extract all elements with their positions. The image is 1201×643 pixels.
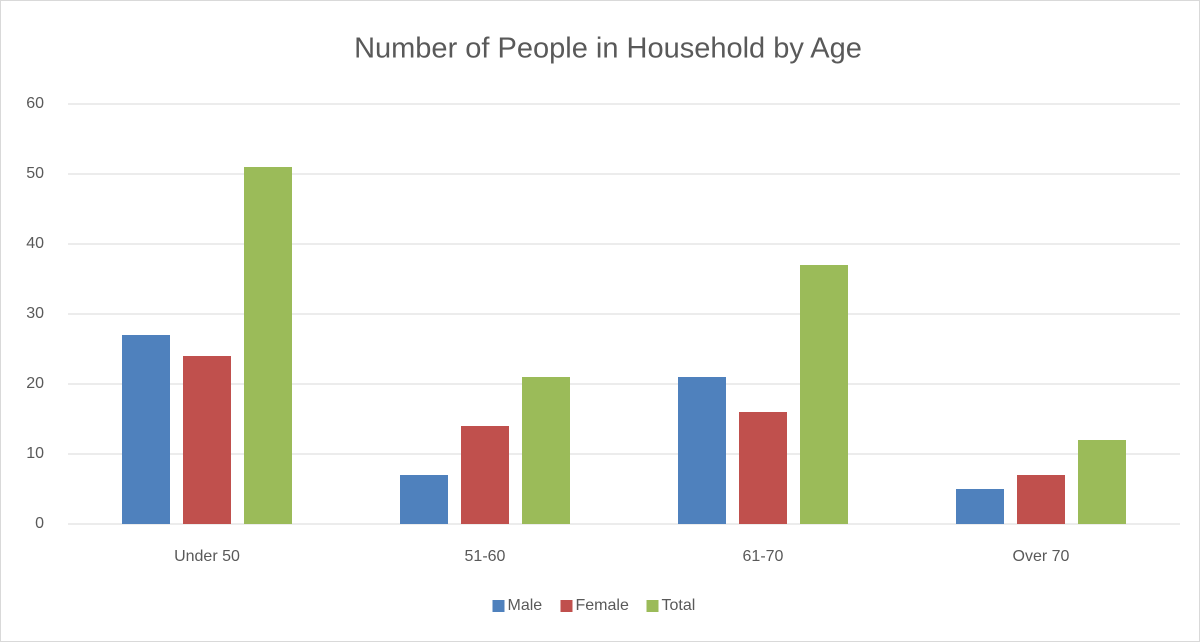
y-tick-label: 30 bbox=[26, 305, 44, 322]
x-tick-label: 51-60 bbox=[465, 548, 506, 565]
legend-label: Female bbox=[576, 597, 629, 614]
bar bbox=[739, 412, 787, 524]
bar bbox=[522, 377, 570, 524]
legend-label: Male bbox=[508, 597, 543, 614]
bar bbox=[678, 377, 726, 524]
bar bbox=[461, 426, 509, 524]
y-tick-label: 40 bbox=[26, 235, 44, 252]
bar bbox=[956, 489, 1004, 524]
x-tick-label: Under 50 bbox=[174, 548, 240, 565]
legend-swatch bbox=[646, 600, 659, 612]
bar bbox=[1017, 475, 1065, 524]
legend-label: Total bbox=[662, 597, 696, 614]
y-tick-label: 50 bbox=[26, 165, 44, 182]
y-tick-label: 20 bbox=[26, 375, 44, 392]
bar bbox=[400, 475, 448, 524]
bar bbox=[244, 167, 292, 524]
y-tick-label: 60 bbox=[26, 95, 44, 112]
bar bbox=[800, 265, 848, 524]
chart-title: Number of People in Household by Age bbox=[354, 33, 862, 65]
legend-swatch bbox=[560, 600, 573, 612]
y-tick-label: 0 bbox=[35, 515, 44, 532]
legend-swatch bbox=[492, 600, 505, 612]
bar bbox=[183, 356, 231, 524]
x-tick-label: Over 70 bbox=[1013, 548, 1070, 565]
x-tick-label: 61-70 bbox=[743, 548, 784, 565]
bar bbox=[1078, 440, 1126, 524]
y-tick-label: 10 bbox=[26, 445, 44, 462]
bar bbox=[122, 335, 170, 524]
